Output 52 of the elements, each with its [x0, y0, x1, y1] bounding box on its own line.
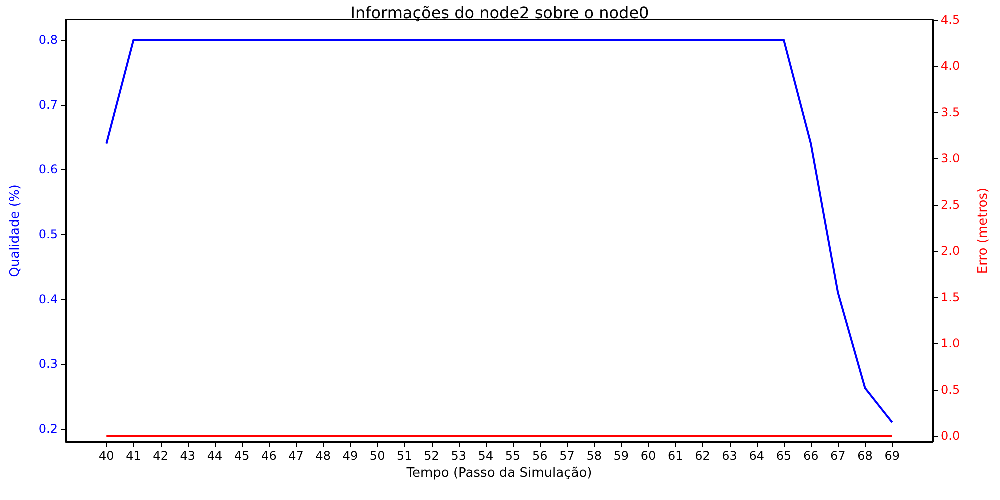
x-tick-label: 59: [614, 449, 630, 463]
x-tick-label: 42: [153, 449, 168, 463]
y2-tick-label: 1.5: [941, 290, 960, 304]
x-tick-label: 57: [560, 449, 575, 463]
x-tick-label: 44: [207, 449, 223, 463]
x-tick-label: 40: [99, 449, 114, 463]
x-tick-label: 50: [370, 449, 386, 463]
y2-tick-label: 2.5: [941, 198, 960, 212]
line-series: [106, 39, 894, 424]
y2-tick-label: 3.0: [941, 152, 960, 166]
x-tick-label: 60: [640, 449, 656, 463]
x-tick-label: 51: [397, 449, 412, 463]
x-tick-label: 45: [234, 449, 250, 463]
y2-tick-label: 0.0: [941, 428, 960, 443]
y2-tick-label: 4.0: [941, 59, 960, 74]
x-tick-label: 54: [478, 449, 494, 463]
x-tick-label: 53: [451, 449, 466, 463]
chart-title: Informações do node2 sobre o node0: [350, 4, 650, 22]
y2-tick-label: 3.5: [941, 105, 960, 120]
x-tick-label: 48: [316, 449, 332, 463]
x-tick-label: 69: [884, 449, 900, 463]
x-tick-label: 41: [126, 449, 142, 463]
x-tick-label: 63: [722, 449, 738, 463]
y-axis-title: Qualidade (%): [8, 184, 23, 278]
y-tick-label: 0.8: [38, 33, 58, 48]
x-axis-title: Tempo (Passo da Simulação): [406, 466, 592, 481]
x-tick-label: 66: [803, 449, 819, 463]
x-tick-label: 68: [858, 449, 873, 463]
y2-tick-label: 0.5: [941, 382, 960, 397]
x-tick-label: 62: [695, 449, 710, 463]
x-tick-label: 67: [830, 449, 846, 463]
x-tick-label: 47: [288, 449, 304, 463]
x-tick-label: 49: [342, 449, 358, 463]
y2-axis-title: Erro (metros): [976, 188, 991, 274]
x-tick-label: 64: [749, 449, 765, 463]
y-tick-label: 0.2: [38, 422, 58, 436]
x-tick-label: 43: [180, 449, 196, 463]
y-tick-label: 0.7: [38, 98, 58, 112]
y-tick-label: 0.6: [38, 162, 58, 177]
x-tick-label: 46: [262, 449, 277, 463]
y2-tick-label: 2.0: [941, 244, 960, 258]
x-tick-label: 52: [424, 449, 440, 463]
x-tick-label: 55: [505, 449, 521, 463]
y2-tick-label: 1.0: [941, 336, 960, 351]
y-tick-label: 0.5: [38, 228, 58, 242]
x-tick-label: 61: [668, 449, 684, 463]
x-tick-label: 58: [586, 449, 602, 463]
y-tick-label: 0.3: [38, 357, 58, 372]
x-tick-label: 65: [776, 449, 792, 463]
y-tick-label: 0.4: [38, 292, 58, 306]
y2-tick-label: 4.5: [941, 13, 960, 27]
x-tick-label: 56: [532, 449, 548, 463]
